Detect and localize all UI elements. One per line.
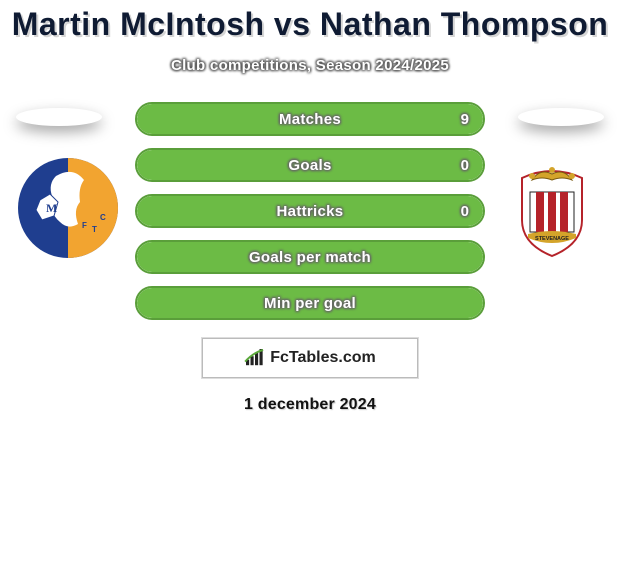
svg-text:STEVENAGE: STEVENAGE	[535, 236, 569, 242]
season-subtitle: Club competitions, Season 2024/2025	[0, 57, 620, 74]
stevenage-badge: STEVENAGE	[502, 158, 602, 258]
mansfield-town-badge: M F T C	[18, 158, 118, 258]
stat-row-goals: Goals 0	[135, 148, 485, 182]
page-title: Martin McIntosh vs Nathan Thompson	[0, 6, 620, 43]
stat-label: Matches	[137, 104, 483, 134]
stat-value: 9	[461, 104, 469, 134]
svg-text:M: M	[46, 201, 57, 215]
stat-row-goals-per-match: Goals per match	[135, 240, 485, 274]
stat-label: Goals per match	[137, 242, 483, 272]
stat-row-hattricks: Hattricks 0	[135, 194, 485, 228]
stat-label: Goals	[137, 150, 483, 180]
player-avatar-left	[16, 108, 102, 126]
stat-row-min-per-goal: Min per goal	[135, 286, 485, 320]
stat-row-matches: Matches 9	[135, 102, 485, 136]
stat-label: Hattricks	[137, 196, 483, 226]
player-avatar-right	[518, 108, 604, 126]
fctables-logo[interactable]: FcTables.com	[202, 338, 418, 378]
stat-label: Min per goal	[137, 288, 483, 318]
svg-text:T: T	[92, 225, 97, 234]
svg-text:F: F	[82, 221, 87, 230]
comparison-area: M F T C STEVENAGE Matches 9 Go	[0, 102, 620, 414]
svg-text:C: C	[100, 213, 106, 222]
stat-value: 0	[461, 196, 469, 226]
logo-text: FcTables.com	[270, 349, 376, 367]
stats-list: Matches 9 Goals 0 Hattricks 0 Goals per …	[135, 102, 485, 320]
bar-chart-icon	[244, 349, 266, 367]
stat-value: 0	[461, 150, 469, 180]
snapshot-date: 1 december 2024	[0, 396, 620, 414]
